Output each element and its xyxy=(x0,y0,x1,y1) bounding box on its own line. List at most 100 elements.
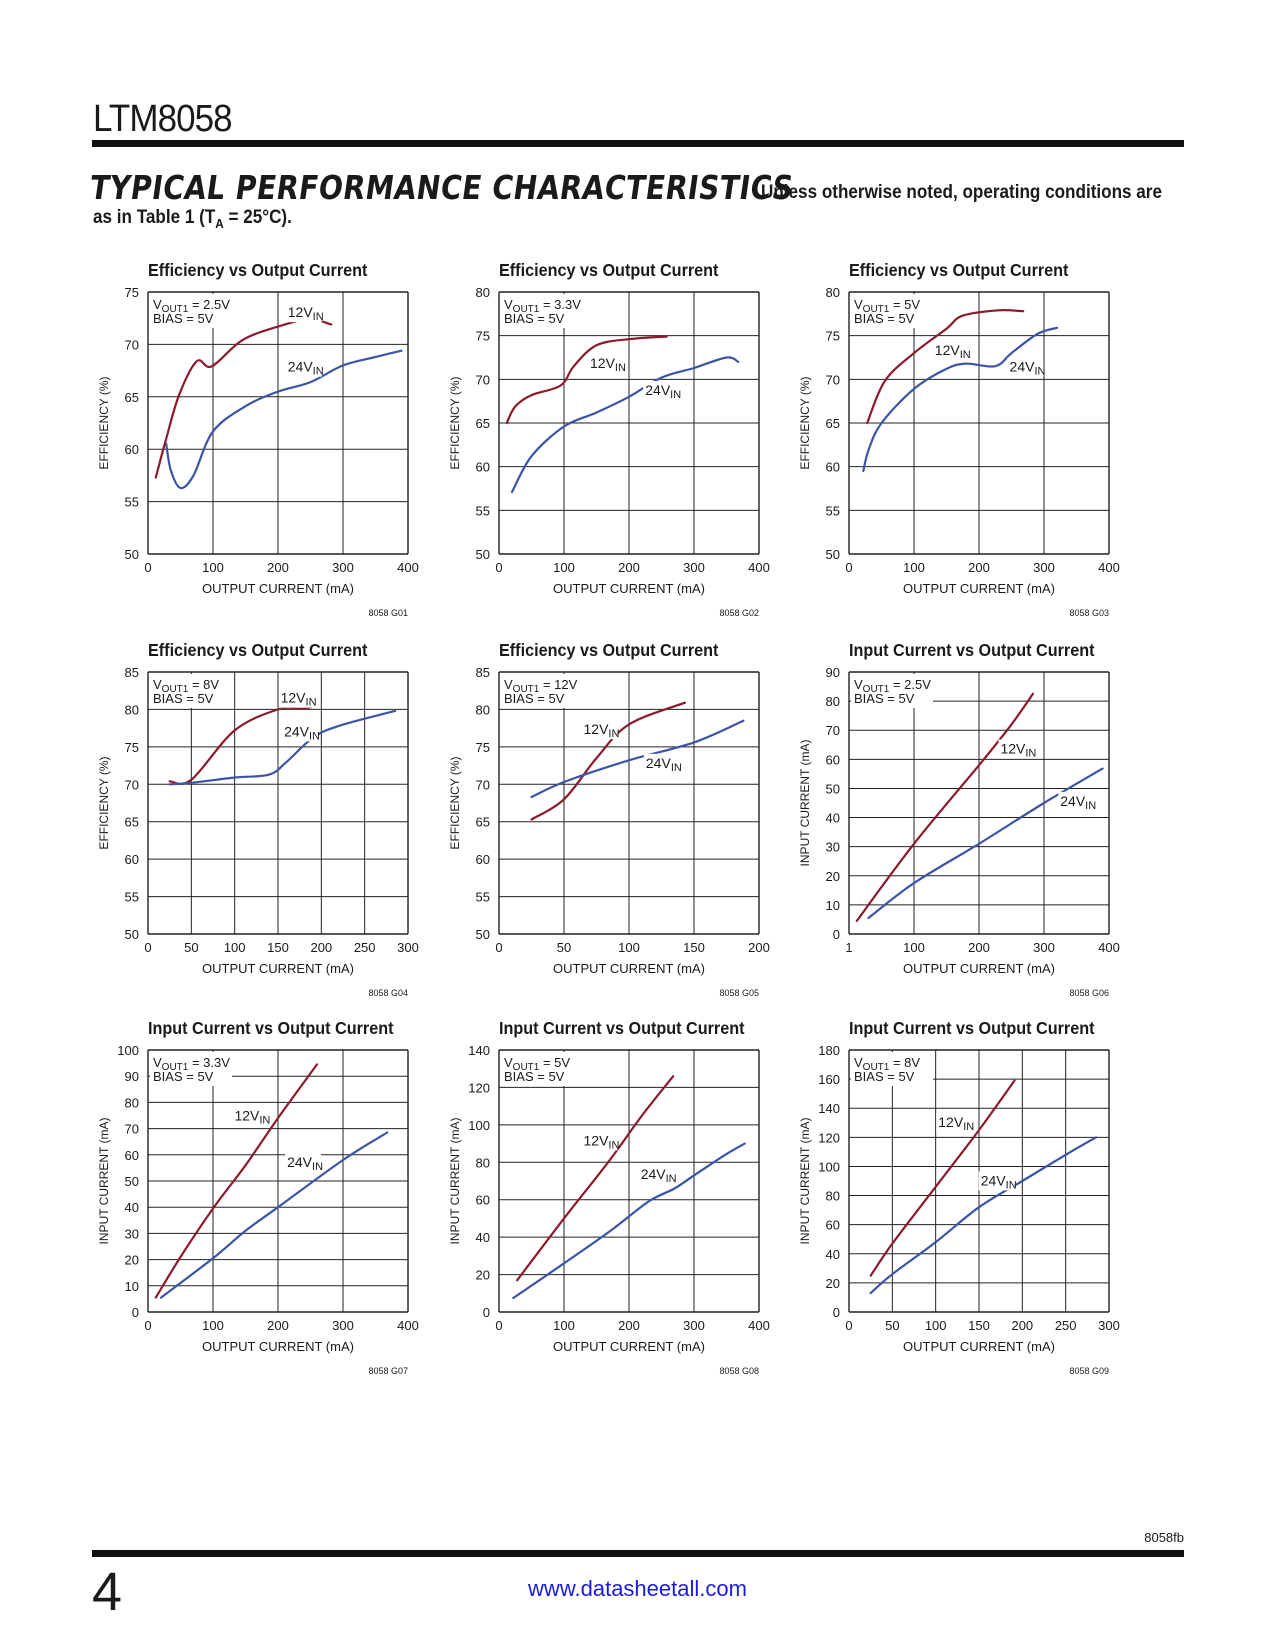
y-tick-label: 140 xyxy=(818,1101,840,1116)
section-note-line1: Unless otherwise noted, operating condit… xyxy=(761,182,1162,203)
x-tick-label: 400 xyxy=(397,1318,419,1333)
series-line-24vin xyxy=(165,349,403,490)
x-axis-label: OUTPUT CURRENT (mA) xyxy=(903,1339,1055,1354)
x-tick-label: 400 xyxy=(397,560,419,575)
series-line-12vin xyxy=(168,706,312,786)
series-line-24vin xyxy=(869,1136,1098,1295)
condition-text: VOUT1 = 3.3V xyxy=(153,1055,230,1073)
x-tick-label: 300 xyxy=(683,1318,705,1333)
conditions-box xyxy=(150,1052,232,1086)
y-tick-label: 50 xyxy=(476,927,490,942)
figure-code: 8058 G04 xyxy=(368,988,408,998)
x-axis-label: OUTPUT CURRENT (mA) xyxy=(553,961,705,976)
condition-text: VOUT1 = 8V xyxy=(153,677,219,695)
chart-g01: Efficiency vs Output Current 0 100 200 300 40… xyxy=(97,260,419,618)
y-tick-label: 80 xyxy=(476,285,490,300)
condition-text: VOUT1 = 8V xyxy=(854,1055,920,1073)
x-tick-label: 100 xyxy=(202,1318,224,1333)
y-tick-label: 85 xyxy=(125,665,139,680)
x-tick-label: 100 xyxy=(553,560,575,575)
condition-text: BIAS = 5V xyxy=(854,311,915,326)
series-label: 24VIN xyxy=(641,1166,677,1185)
series-line-12vin xyxy=(505,335,668,425)
x-tick-label: 400 xyxy=(1098,940,1120,955)
y-tick-label: 80 xyxy=(826,1189,840,1204)
y-tick-label: 50 xyxy=(125,927,139,942)
x-tick-label: 400 xyxy=(748,1318,770,1333)
x-tick-label: 150 xyxy=(968,1318,990,1333)
figure-code: 8058 G03 xyxy=(1069,608,1109,618)
y-tick-label: 10 xyxy=(826,898,840,913)
y-tick-label: 0 xyxy=(833,1305,840,1320)
y-axis-label: INPUT CURRENT (mA) xyxy=(798,1118,812,1245)
y-tick-label: 0 xyxy=(833,927,840,942)
x-tick-label: 300 xyxy=(1033,560,1055,575)
conditions-box xyxy=(150,674,232,708)
chart-title: Efficiency vs Output Current xyxy=(849,260,1069,280)
series-label-bg xyxy=(588,353,624,373)
condition-text: BIAS = 5V xyxy=(854,691,915,706)
x-tick-label: 300 xyxy=(332,560,354,575)
y-tick-label: 40 xyxy=(826,1247,840,1262)
x-tick-label: 200 xyxy=(618,560,640,575)
series-label: 12VIN xyxy=(584,1132,620,1151)
y-tick-label: 50 xyxy=(125,547,139,562)
conditions-box xyxy=(501,674,583,708)
x-tick-label: 0 xyxy=(845,1318,852,1333)
condition-text: BIAS = 5V xyxy=(153,691,214,706)
series-line-12vin xyxy=(154,1063,319,1299)
y-tick-label: 100 xyxy=(468,1118,490,1133)
x-tick-label: 100 xyxy=(553,1318,575,1333)
y-tick-label: 70 xyxy=(826,723,840,738)
y-tick-label: 180 xyxy=(818,1043,840,1058)
figure-code: 8058 G08 xyxy=(719,1366,759,1376)
doc-code: 8058fb xyxy=(1144,1530,1184,1545)
y-tick-label: 85 xyxy=(476,665,490,680)
series-label: 24VIN xyxy=(646,755,682,774)
y-tick-label: 30 xyxy=(125,1226,139,1241)
x-axis-label: OUTPUT CURRENT (mA) xyxy=(202,1339,354,1354)
y-tick-label: 60 xyxy=(826,460,840,475)
y-tick-label: 65 xyxy=(476,416,490,431)
y-tick-label: 80 xyxy=(826,285,840,300)
x-tick-label: 300 xyxy=(683,560,705,575)
condition-text: BIAS = 5V xyxy=(153,311,214,326)
series-label: 24VIN xyxy=(1010,358,1046,377)
chart-title: Input Current vs Output Current xyxy=(499,1018,745,1038)
y-tick-label: 20 xyxy=(826,869,840,884)
y-tick-label: 80 xyxy=(826,694,840,709)
y-tick-label: 80 xyxy=(125,702,139,717)
x-tick-label: 200 xyxy=(1011,1318,1033,1333)
y-tick-label: 75 xyxy=(125,285,139,300)
series-line-24vin xyxy=(862,326,1059,473)
x-tick-label: 50 xyxy=(184,940,198,955)
y-tick-label: 80 xyxy=(476,702,490,717)
x-tick-label: 1 xyxy=(845,940,852,955)
series-line-12vin xyxy=(530,701,686,821)
y-tick-label: 65 xyxy=(476,815,490,830)
conditions-box xyxy=(851,294,933,328)
y-tick-label: 70 xyxy=(125,1122,139,1137)
series-line-12vin xyxy=(516,1075,675,1282)
x-tick-label: 150 xyxy=(683,940,705,955)
series-label-bg xyxy=(285,357,322,377)
site-link[interactable]: www.datasheetall.com xyxy=(528,1576,747,1601)
chart-g09: Input Current vs Output Current 0 50 100 150… xyxy=(798,1018,1120,1376)
series-line-12vin xyxy=(154,318,333,479)
x-tick-label: 0 xyxy=(144,1318,151,1333)
y-tick-label: 160 xyxy=(818,1072,840,1087)
y-tick-label: 60 xyxy=(476,460,490,475)
y-tick-label: 50 xyxy=(826,547,840,562)
figure-code: 8058 G02 xyxy=(719,608,759,618)
series-label: 12VIN xyxy=(234,1108,270,1127)
x-tick-label: 0 xyxy=(495,940,502,955)
condition-text: VOUT1 = 2.5V xyxy=(854,677,931,695)
series-label-bg xyxy=(581,1131,618,1151)
y-tick-label: 20 xyxy=(125,1253,139,1268)
series-line-24vin xyxy=(159,1131,389,1299)
y-tick-label: 40 xyxy=(826,811,840,826)
series-label: 24VIN xyxy=(1060,793,1096,812)
